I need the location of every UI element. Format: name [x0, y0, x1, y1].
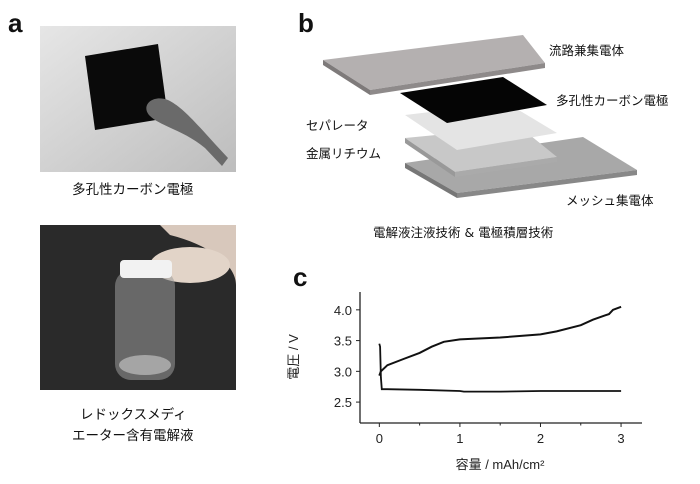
- x-axis-label: 容量 / mAh/cm²: [456, 457, 546, 472]
- x-tick-label: 0: [376, 431, 383, 446]
- photo2-caption-line1: レドックスメディ: [80, 407, 187, 423]
- charge-curve: [378, 305, 622, 376]
- x-tick-label: 2: [537, 431, 544, 446]
- panel-label-a: a: [8, 8, 23, 38]
- electrolyte-vial-photo: [40, 225, 236, 390]
- label-mesh-collector: メッシュ集電体: [566, 193, 654, 208]
- y-tick-label: 3.0: [334, 364, 352, 379]
- label-separator: セパレータ: [306, 118, 369, 133]
- cell-stack-diagram: [323, 35, 637, 198]
- y-axis-label: 電圧 / V: [286, 334, 301, 380]
- y-tick-label: 4.0: [334, 303, 352, 318]
- layer-porous-carbon: [400, 77, 547, 123]
- discharge-curve: [378, 343, 622, 393]
- panel-label-c: c: [293, 262, 308, 292]
- y-tick-label: 2.5: [334, 395, 352, 410]
- spatula: [146, 98, 228, 166]
- x-tick-label: 1: [456, 431, 463, 446]
- diagram-caption: 電解液注液技術 & 電極積層技術: [373, 225, 554, 240]
- label-lithium-metal: 金属リチウム: [306, 146, 382, 161]
- panel-label-b: b: [298, 8, 314, 38]
- photo1-caption: 多孔性カーボン電極: [72, 182, 194, 198]
- x-tick-label: 3: [617, 431, 624, 446]
- photo2-caption-line2: エーター含有電解液: [72, 428, 194, 444]
- label-flow-channel-collector: 流路兼集電体: [549, 43, 625, 58]
- porous-carbon-electrode-photo: [40, 26, 236, 172]
- y-tick-label: 3.5: [334, 334, 352, 349]
- vial: [115, 270, 175, 380]
- vial-cap: [120, 260, 172, 278]
- layer-flow-channel-collector: [323, 35, 545, 95]
- label-porous-carbon: 多孔性カーボン電極: [556, 93, 669, 108]
